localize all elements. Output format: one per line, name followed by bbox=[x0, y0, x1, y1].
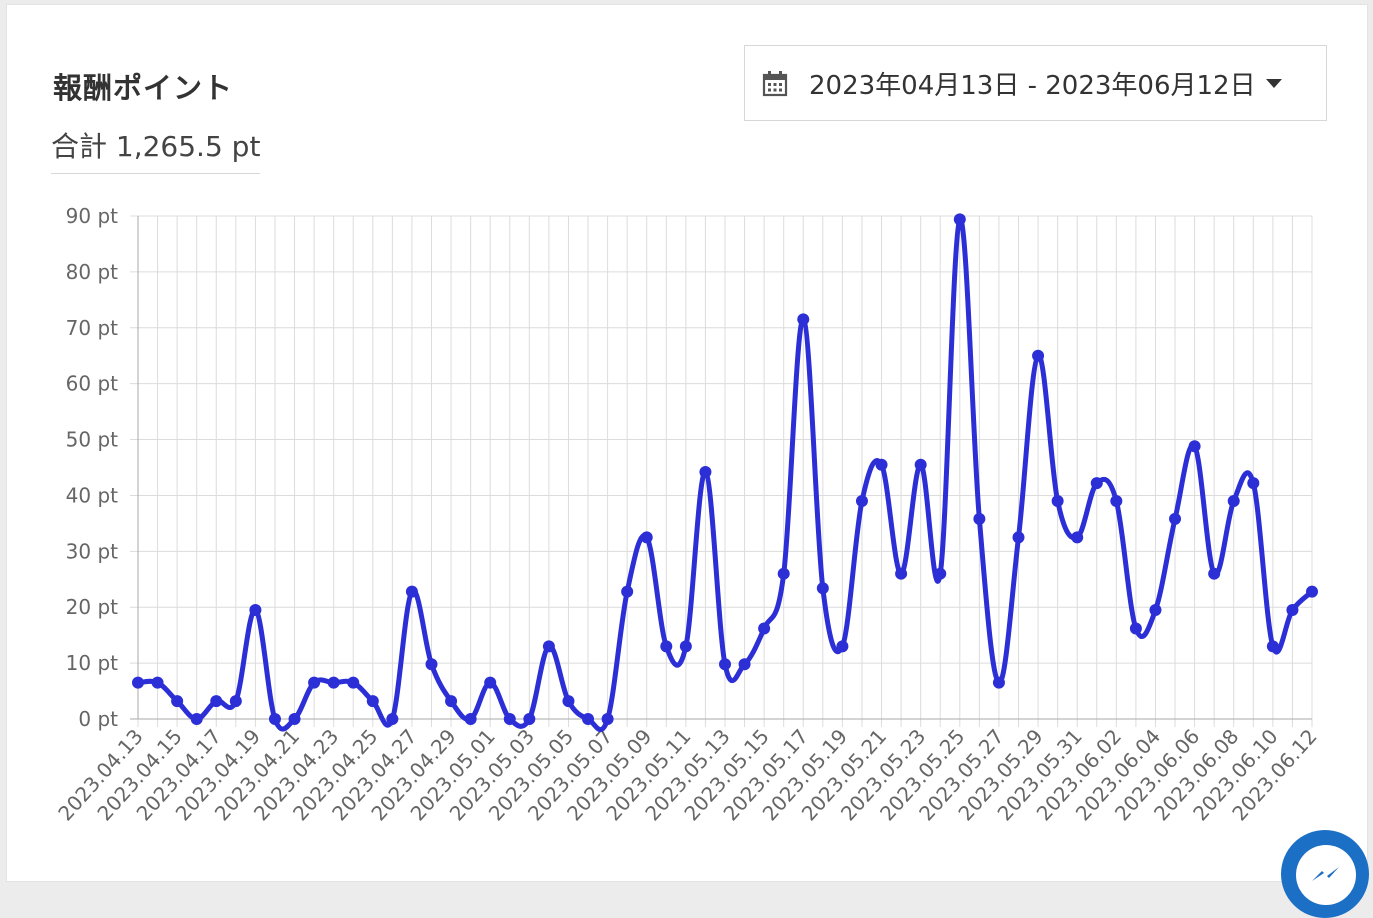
data-point bbox=[347, 676, 360, 689]
data-point bbox=[308, 676, 321, 689]
data-point bbox=[132, 676, 144, 689]
y-tick-label: 20 pt bbox=[66, 595, 119, 619]
y-tick-label: 50 pt bbox=[66, 428, 119, 452]
date-range-picker[interactable]: 2023年04月13日 - 2023年06月12日 bbox=[744, 45, 1327, 121]
data-point bbox=[327, 676, 340, 689]
data-point bbox=[1149, 604, 1162, 617]
data-point bbox=[1051, 495, 1064, 508]
data-point bbox=[660, 640, 673, 653]
data-point bbox=[151, 676, 164, 689]
messenger-chat-button[interactable] bbox=[1281, 830, 1369, 918]
y-tick-label: 80 pt bbox=[66, 260, 119, 284]
data-point bbox=[210, 695, 223, 708]
calendar-icon bbox=[762, 71, 788, 97]
y-tick-label: 40 pt bbox=[66, 483, 119, 507]
data-point bbox=[1129, 622, 1142, 635]
data-point bbox=[601, 713, 614, 725]
data-point bbox=[1071, 531, 1084, 544]
data-point bbox=[719, 658, 731, 671]
data-point bbox=[738, 658, 751, 671]
data-point bbox=[621, 585, 634, 598]
data-point bbox=[836, 640, 849, 653]
data-point bbox=[542, 640, 555, 653]
data-point bbox=[1090, 477, 1103, 490]
data-point bbox=[386, 713, 399, 725]
data-point bbox=[1286, 604, 1299, 617]
y-tick-label: 0 pt bbox=[78, 707, 118, 731]
y-tick-label: 70 pt bbox=[66, 316, 119, 340]
data-point bbox=[445, 695, 458, 708]
data-point bbox=[425, 658, 438, 671]
data-point bbox=[268, 713, 281, 725]
data-point bbox=[816, 582, 829, 595]
data-point bbox=[171, 695, 184, 708]
data-point bbox=[797, 313, 810, 326]
total-points: 合計 1,265.5 pt bbox=[51, 125, 261, 174]
y-tick-label: 10 pt bbox=[66, 651, 119, 675]
data-point bbox=[953, 213, 966, 226]
page-title: 報酬ポイント bbox=[53, 71, 234, 105]
reward-points-card: 報酬ポイント 合計 1,265.5 pt bbox=[6, 4, 1368, 882]
data-point bbox=[1188, 440, 1201, 453]
data-point bbox=[229, 695, 242, 708]
data-point bbox=[973, 512, 986, 525]
caret-down-icon bbox=[1265, 78, 1282, 88]
data-point bbox=[1110, 495, 1123, 508]
data-point bbox=[1227, 495, 1240, 508]
data-point bbox=[190, 713, 203, 725]
date-range-label: 2023年04月13日 - 2023年06月12日 bbox=[809, 70, 1256, 101]
y-tick-label: 30 pt bbox=[66, 539, 119, 563]
data-point bbox=[895, 567, 908, 580]
data-point bbox=[992, 676, 1005, 689]
messenger-icon bbox=[1296, 845, 1356, 905]
data-point bbox=[464, 713, 477, 725]
data-point bbox=[503, 713, 516, 725]
y-tick-label: 90 pt bbox=[66, 204, 119, 228]
data-point bbox=[758, 622, 771, 635]
data-point bbox=[855, 495, 868, 508]
data-point bbox=[484, 676, 497, 689]
data-point bbox=[1208, 567, 1221, 580]
data-point bbox=[366, 695, 379, 708]
data-point bbox=[249, 604, 262, 617]
reward-points-chart: 0 pt 10 pt 20 pt 30 pt 40 pt 50 pt 60 pt 70 pt 8… bbox=[53, 204, 1321, 825]
data-point bbox=[405, 585, 418, 598]
data-point bbox=[1266, 640, 1279, 653]
data-point bbox=[699, 465, 712, 478]
data-point bbox=[914, 458, 927, 471]
data-point bbox=[1032, 349, 1045, 362]
data-point bbox=[875, 458, 888, 471]
data-point bbox=[777, 567, 790, 580]
data-point bbox=[934, 567, 947, 580]
y-tick-label: 60 pt bbox=[66, 372, 119, 396]
data-point bbox=[640, 531, 653, 544]
data-point bbox=[562, 695, 575, 708]
data-point bbox=[582, 713, 595, 725]
data-point bbox=[1247, 477, 1260, 490]
data-point bbox=[1306, 585, 1318, 598]
data-point bbox=[288, 713, 301, 725]
data-point bbox=[1169, 512, 1182, 525]
data-point bbox=[523, 713, 536, 725]
data-point bbox=[679, 640, 692, 653]
data-point bbox=[1012, 531, 1025, 544]
